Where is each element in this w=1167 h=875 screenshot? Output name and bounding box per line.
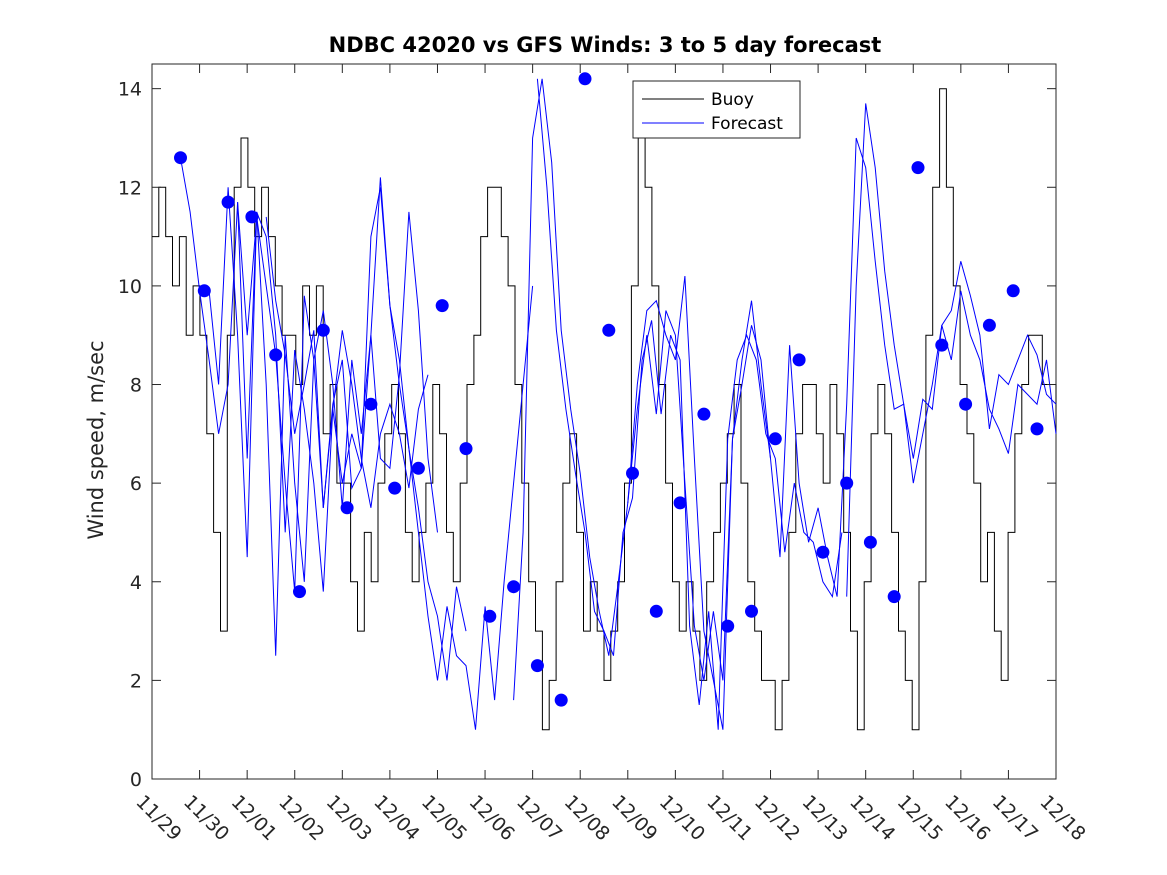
- y-tick-label: 10: [118, 276, 142, 298]
- legend-box: [632, 80, 801, 139]
- forecast-line-1: [180, 157, 429, 592]
- forecast-marker: [364, 397, 378, 411]
- y-tick-label: 8: [130, 375, 142, 397]
- y-axis-label: Wind speed, m/sec: [84, 340, 108, 539]
- forecast-line-4: [265, 177, 534, 730]
- forecast-marker: [388, 481, 402, 495]
- buoy-series: [152, 88, 1057, 731]
- forecast-marker: [269, 348, 283, 362]
- forecast-line-2: [208, 187, 438, 656]
- forecast-marker: [483, 609, 497, 623]
- forecast-marker: [340, 501, 354, 515]
- forecast-marker: [959, 397, 973, 411]
- forecast-marker: [745, 604, 758, 618]
- forecast-marker: [626, 466, 639, 480]
- forecast-marker: [1006, 284, 1020, 298]
- y-tick-label: 6: [130, 473, 142, 495]
- forecast-marker: [911, 161, 925, 175]
- forecast-line-8: [846, 103, 1057, 597]
- forecast-marker: [554, 693, 568, 707]
- legend: Buoy Forecast: [632, 80, 801, 139]
- forecast-marker: [887, 590, 901, 604]
- forecast-marker: [935, 338, 949, 352]
- forecast-marker: [792, 353, 806, 367]
- marker-group: [174, 72, 1044, 707]
- forecast-marker: [221, 195, 235, 209]
- forecast-marker: [435, 299, 449, 313]
- forecast-marker: [507, 580, 521, 594]
- y-tick-label: 14: [118, 79, 142, 101]
- forecast-marker: [602, 323, 616, 337]
- y-tick-label: 4: [130, 572, 142, 594]
- forecast-marker: [1030, 422, 1044, 436]
- legend-forecast-label: Forecast: [711, 114, 783, 134]
- forecast-marker: [863, 535, 877, 549]
- forecast-line-6: [536, 78, 843, 730]
- forecast-marker: [174, 151, 187, 165]
- forecast-marker: [316, 323, 330, 337]
- forecast-marker: [721, 619, 735, 633]
- y-tick-label: 2: [130, 670, 142, 692]
- forecast-marker: [768, 432, 782, 446]
- forecast-marker: [840, 476, 854, 490]
- forecast-marker: [293, 585, 306, 599]
- forecast-marker: [578, 72, 592, 86]
- y-tick-label: 0: [130, 769, 142, 791]
- forecast-marker: [816, 545, 830, 559]
- chart-title: NDBC 42020 vs GFS Winds: 3 to 5 day fore…: [329, 33, 882, 57]
- forecast-series-group: [180, 78, 1057, 730]
- forecast-marker: [697, 407, 711, 421]
- buoy-line: [152, 88, 1057, 731]
- forecast-marker: [245, 210, 259, 224]
- forecast-marker: [459, 442, 473, 456]
- forecast-marker: [982, 318, 996, 332]
- forecast-line-5: [513, 78, 771, 701]
- forecast-marker: [673, 496, 687, 510]
- legend-buoy-label: Buoy: [711, 90, 754, 110]
- forecast-marker: [530, 659, 544, 673]
- forecast-marker: [411, 461, 425, 475]
- forecast-marker: [197, 284, 211, 298]
- forecast-marker: [649, 604, 663, 618]
- y-tick-label: 12: [118, 177, 142, 199]
